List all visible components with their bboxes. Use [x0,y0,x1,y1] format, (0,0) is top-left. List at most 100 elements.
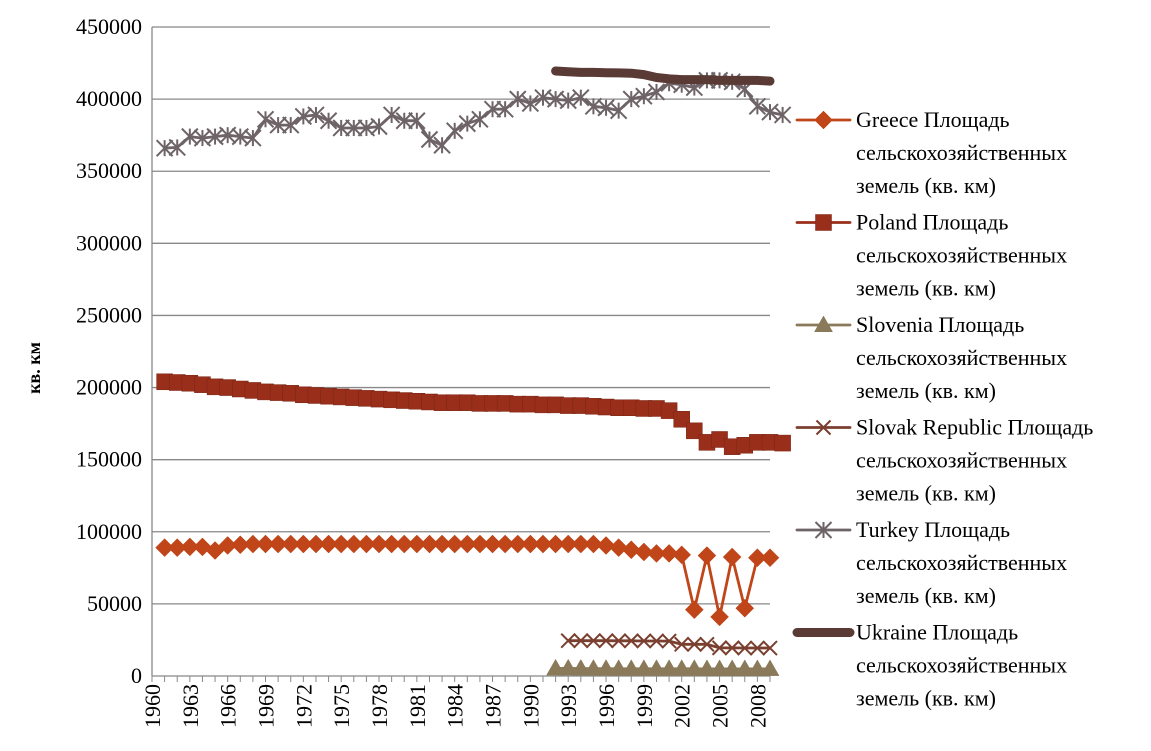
data-point [382,534,401,554]
marker-stroke [648,633,665,649]
data-point [420,130,439,149]
y-tick-label: 50000 [87,591,142,616]
x-tick-label: 1978 [367,684,392,728]
marker-stroke [762,640,778,656]
legend-marker [815,214,832,231]
data-point [521,94,540,113]
y-tick-label: 450000 [76,14,142,39]
data-point [634,659,654,676]
data-point [394,534,414,554]
data-point [621,540,641,560]
marker-stroke [610,633,627,649]
data-point [724,640,740,656]
data-point [332,119,350,137]
legend-marker [815,419,832,436]
data-point [495,534,515,554]
legend-marker [814,521,833,539]
data-point [572,88,590,107]
data-point [509,90,527,108]
data-point [256,534,275,554]
data-point [697,659,717,676]
data-point [483,100,502,118]
data-point [647,659,666,676]
data-point [573,632,589,649]
series-group [155,534,780,627]
data-point [610,633,627,649]
series-group [546,658,780,676]
marker-stroke [560,632,576,649]
data-point [684,659,704,676]
data-point [521,534,540,554]
marker-stroke [661,633,677,649]
data-point [762,640,778,656]
data-point [672,545,692,565]
data-point [710,607,729,627]
legend-item: Poland Площадь сельскохозяйственных земель… [795,210,1067,301]
legend-marker [814,315,833,332]
data-point [571,534,591,554]
marker-stroke [699,636,715,652]
legend-label: земель (кв. км) [856,481,996,506]
marker-stroke [598,632,614,649]
series-group [551,66,775,86]
marker-stroke [686,636,703,652]
data-point [697,546,717,565]
x-tick-label: 2002 [670,684,695,728]
data-point [621,659,641,676]
data-point [344,534,364,554]
marker-stroke [585,632,602,649]
data-point [584,534,603,554]
data-point [558,534,578,554]
x-tick-label: 1984 [443,684,468,728]
axes: 0 50000 100000 150000 200000 250000 300000 3500… [76,14,771,728]
gridlines [152,26,770,605]
marker-stroke [573,632,589,649]
series-group [155,71,792,157]
data-point [395,112,413,130]
legend-label: Greece Площадь [856,107,1010,132]
data-point [760,659,780,676]
data-point [433,136,451,154]
legend-label: Slovak Republic Площадь [856,415,1093,440]
x-tick-label: 2008 [745,684,770,728]
legend-label: сельскохозяйственных [856,140,1067,165]
x-tick-label: 1966 [216,684,241,728]
marker-stroke [636,633,652,649]
legend-label: сельскохозяйственных [856,653,1067,678]
data-point [748,97,767,116]
data-point [407,534,427,554]
y-tick-label: 0 [131,663,142,688]
data-point [737,640,753,656]
data-point [445,122,464,140]
x-tick-label: 1990 [518,684,543,728]
data-point [357,534,376,554]
data-point [749,640,766,656]
data-point [331,534,351,554]
series-line [551,66,775,86]
legend-label: Slovenia Площадь [856,312,1024,337]
data-point [269,116,287,134]
data-point [558,658,578,676]
x-tick-label: 1969 [254,684,279,728]
x-tick-label: 1987 [481,684,506,728]
x-tick-label: 1960 [140,684,165,728]
data-point [281,534,301,554]
marker-stroke [711,640,728,656]
data-point [635,87,653,105]
data-point [735,598,755,618]
y-tick-label: 200000 [76,375,142,400]
marker-stroke [674,636,690,652]
legend-label: земель (кв. км) [856,583,996,608]
y-tick-label: 100000 [76,519,142,544]
data-point [674,636,690,652]
data-point [747,659,767,676]
x-tick-label: 1975 [329,684,354,728]
data-point [457,534,477,554]
data-point [432,534,452,554]
data-point [722,659,742,676]
series-group [560,632,778,656]
marker-stroke [724,640,740,656]
data-point [596,659,616,676]
legend-label: земель (кв. км) [856,173,996,198]
